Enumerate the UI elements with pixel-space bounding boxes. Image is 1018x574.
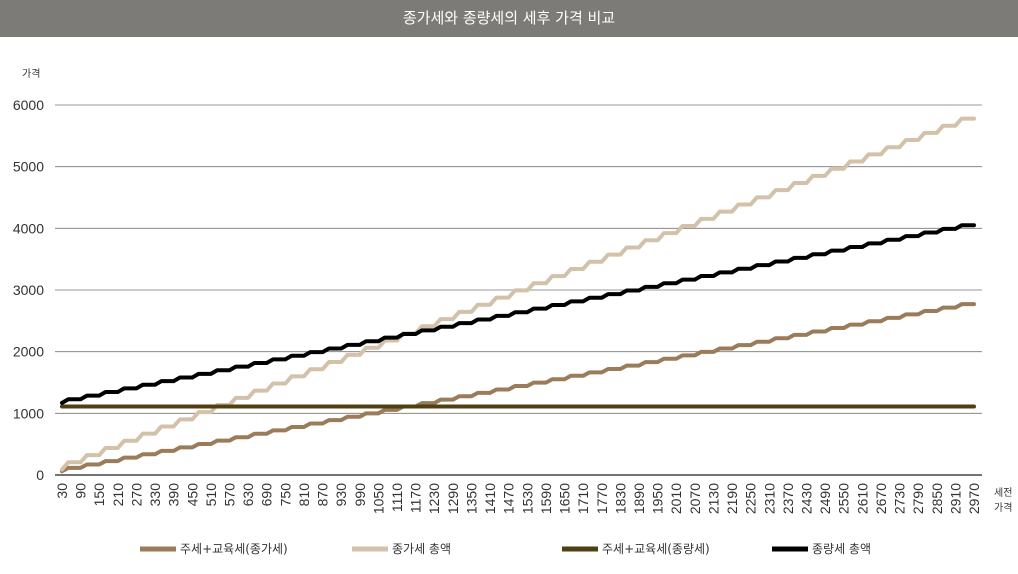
y-tick-label: 1000 — [13, 405, 44, 421]
series-line-1 — [60, 116, 976, 472]
x-tick-label: 1650 — [557, 483, 573, 514]
y-tick-label: 4000 — [13, 220, 44, 236]
series-line-0 — [60, 302, 976, 474]
x-axis-ticks: 30 90 150 210 270 330 390 450 510 570 630 690 750 810… — [54, 483, 982, 514]
x-tick-label: 270 — [128, 483, 144, 507]
x-tick-label: 2370 — [780, 483, 796, 514]
y-tick-label: 0 — [36, 467, 44, 483]
x-tick-label: 2850 — [929, 483, 945, 514]
x-tick-label: 1050 — [370, 483, 386, 514]
x-tick-label: 2730 — [892, 483, 908, 514]
x-tick-label: 30 — [54, 483, 70, 499]
y-tick-label: 5000 — [13, 159, 44, 175]
x-tick-label: 2010 — [668, 483, 684, 514]
x-tick-label: 1230 — [426, 483, 442, 514]
x-tick-label: 510 — [203, 483, 219, 507]
x-tick-label: 1350 — [463, 483, 479, 514]
x-tick-label: 750 — [277, 483, 293, 507]
x-tick-label: 2250 — [743, 483, 759, 514]
y-axis-ticks: 0 1000 2000 3000 4000 5000 6000 — [13, 97, 44, 483]
y-tick-label: 6000 — [13, 97, 44, 113]
x-tick-label: 2910 — [947, 483, 963, 514]
x-tick-label: 1950 — [650, 483, 666, 514]
x-tick-label: 1470 — [501, 483, 517, 514]
x-tick-label: 1290 — [445, 483, 461, 514]
x-tick-label: 90 — [73, 483, 89, 499]
legend-label-1: 종가세 총액 — [392, 542, 451, 556]
x-tick-label: 930 — [333, 483, 349, 507]
x-tick-label: 1170 — [408, 483, 424, 513]
x-tick-label: 390 — [166, 483, 182, 507]
x-tick-label: 2970 — [966, 483, 982, 514]
x-tick-label: 690 — [259, 483, 275, 507]
x-tick-label: 2610 — [854, 483, 870, 514]
x-tick-label: 2130 — [705, 483, 721, 514]
series-lines — [60, 116, 976, 474]
y-tick-label: 3000 — [13, 282, 44, 298]
x-tick-label: 570 — [222, 483, 238, 507]
y-axis-label: 가격 — [22, 67, 40, 80]
x-tick-label: 150 — [91, 483, 107, 507]
x-axis-label-line1: 세전 — [994, 487, 1012, 499]
x-tick-label: 1530 — [519, 483, 535, 514]
x-tick-label: 2490 — [817, 483, 833, 514]
x-tick-label: 2670 — [873, 483, 889, 514]
legend-label-0: 주세+교육세(종가세) — [180, 542, 288, 556]
x-tick-label: 990 — [352, 483, 368, 507]
x-tick-label: 1890 — [631, 483, 647, 514]
x-tick-label: 2790 — [910, 483, 926, 514]
x-tick-label: 1590 — [538, 483, 554, 514]
x-tick-label: 2430 — [798, 483, 814, 514]
chart-title: 종가세와 종량세의 세후 가격 비교 — [0, 0, 1018, 37]
x-tick-label: 2070 — [687, 483, 703, 514]
x-tick-label: 1410 — [482, 483, 498, 514]
x-tick-label: 630 — [240, 483, 256, 507]
x-tick-label: 870 — [315, 483, 331, 507]
x-tick-label: 1710 — [575, 483, 591, 514]
legend-label-2: 주세+교육세(종량세) — [602, 542, 710, 556]
x-tick-label: 1110 — [389, 483, 405, 512]
x-tick-label: 1830 — [612, 483, 628, 514]
legend: 주세+교육세(종가세) 종가세 총액 주세+교육세(종량세) 종량세 총액 — [140, 542, 871, 556]
series-line-3 — [60, 223, 976, 405]
x-axis-label-line2: 가격 — [994, 501, 1012, 514]
x-tick-label: 450 — [184, 483, 200, 507]
x-tick-label: 2190 — [724, 483, 740, 514]
legend-label-3: 종량세 총액 — [812, 542, 871, 556]
x-tick-label: 210 — [110, 483, 126, 507]
x-tick-label: 330 — [147, 483, 163, 507]
x-tick-label: 1770 — [594, 483, 610, 514]
x-tick-label: 810 — [296, 483, 312, 507]
x-tick-label: 2550 — [836, 483, 852, 514]
y-tick-label: 2000 — [13, 344, 44, 360]
x-tick-label: 2310 — [761, 483, 777, 514]
